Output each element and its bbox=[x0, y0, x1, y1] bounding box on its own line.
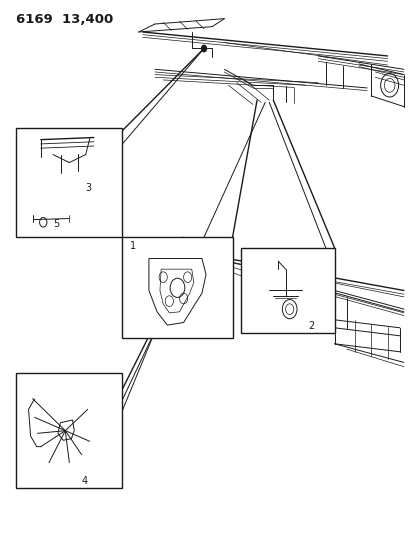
Circle shape bbox=[190, 245, 194, 251]
Bar bbox=[122, 237, 233, 338]
Text: 6169  13,400: 6169 13,400 bbox=[16, 13, 113, 26]
Text: 3: 3 bbox=[86, 183, 92, 192]
Bar bbox=[16, 128, 122, 237]
Text: 4: 4 bbox=[82, 476, 88, 486]
Bar bbox=[241, 248, 335, 333]
Circle shape bbox=[202, 45, 206, 52]
Text: 5: 5 bbox=[53, 219, 59, 229]
Text: 2: 2 bbox=[308, 321, 315, 331]
Bar bbox=[16, 373, 122, 488]
Text: 1: 1 bbox=[130, 241, 136, 251]
